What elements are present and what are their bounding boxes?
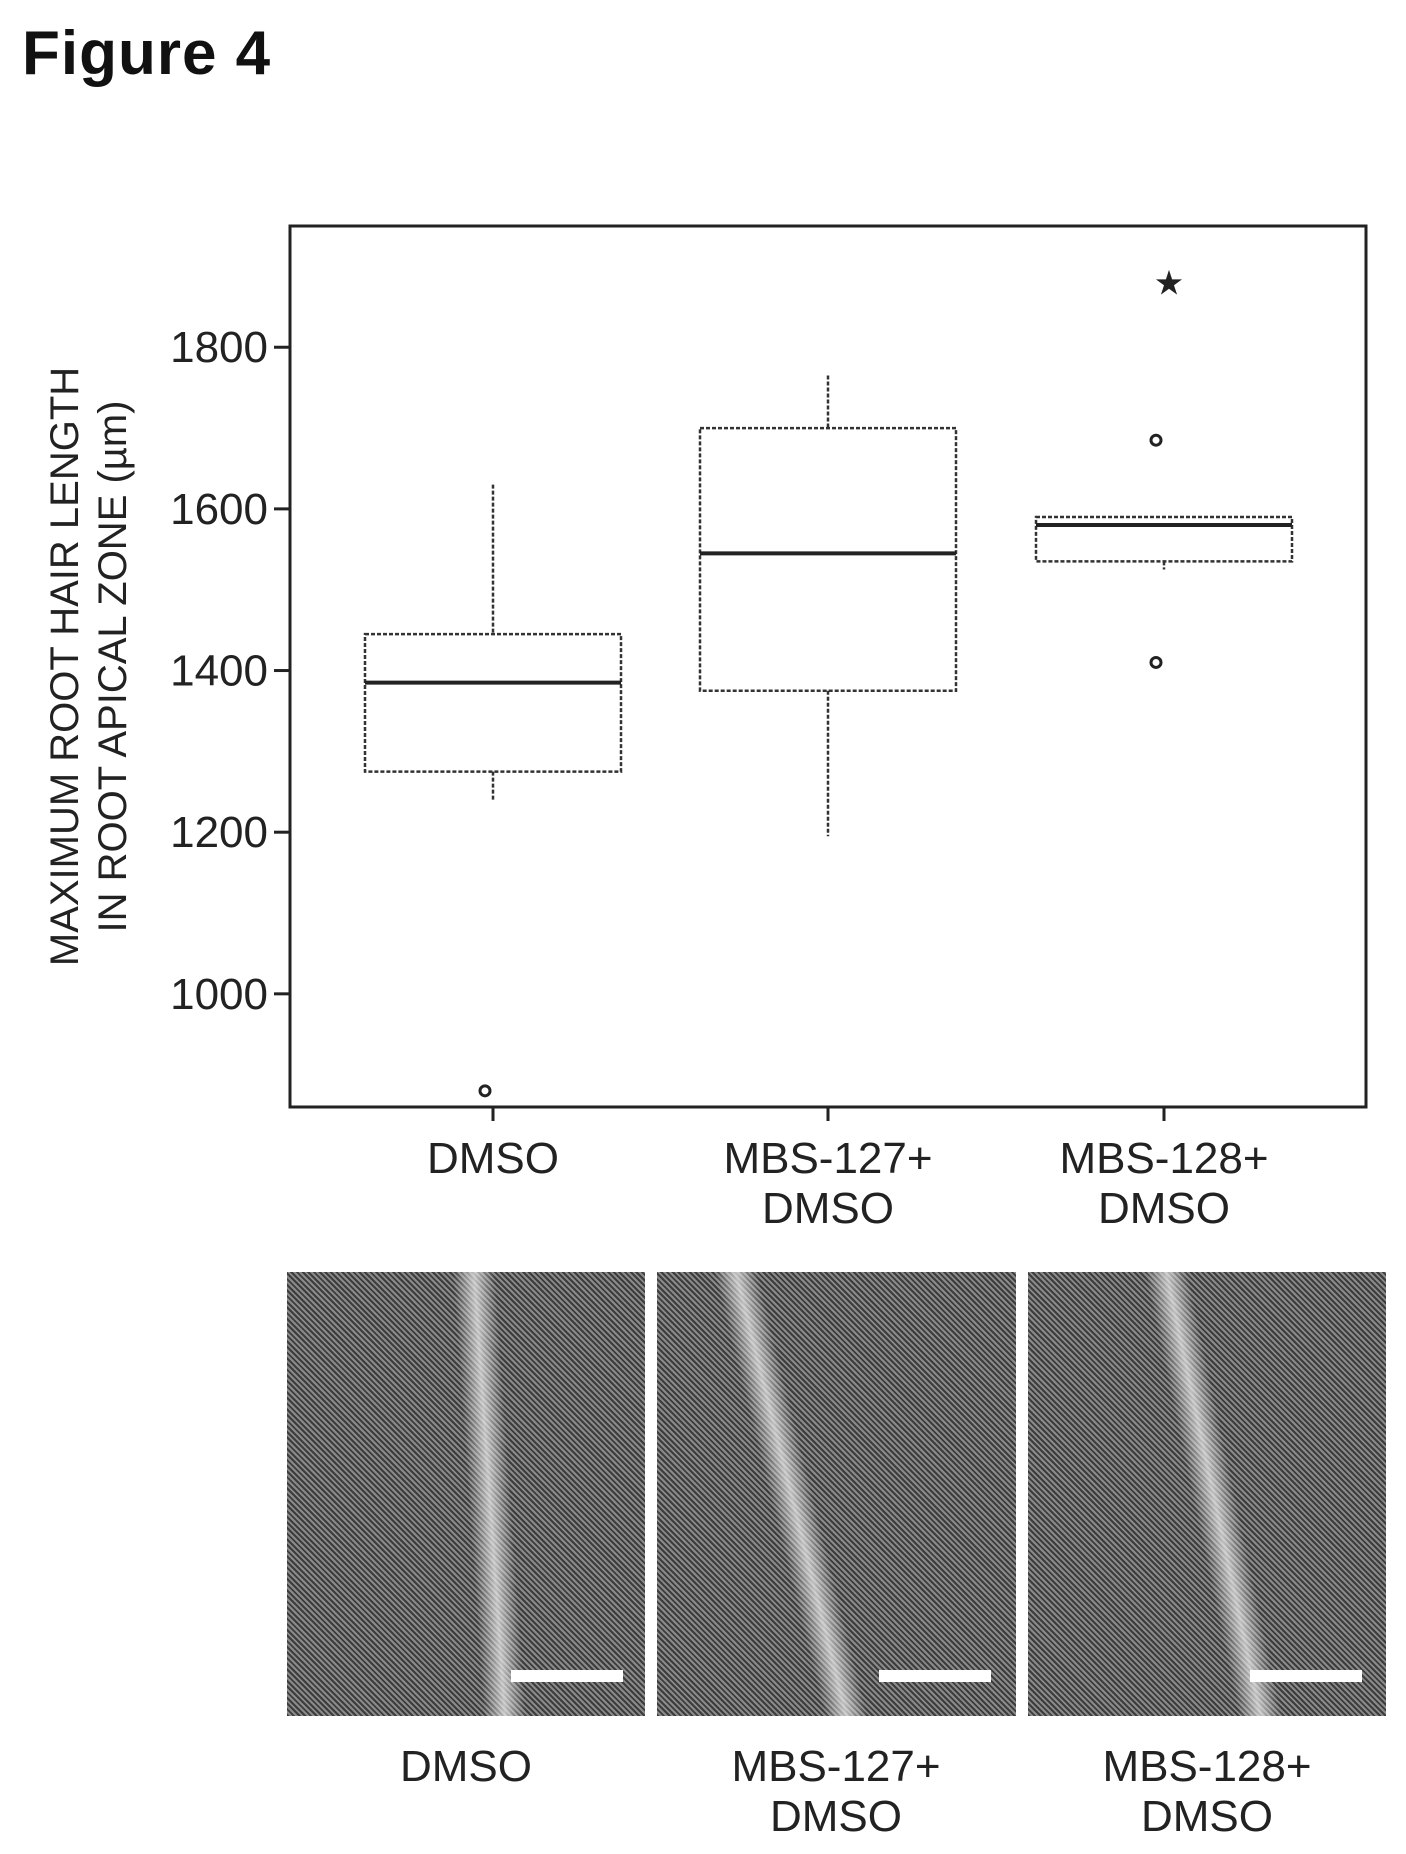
image-caption-line: DMSO	[770, 1792, 902, 1841]
root-image	[450, 1272, 530, 1716]
y-tick-label: 1800	[170, 323, 268, 372]
box-2	[698, 375, 958, 837]
scale-bar	[511, 1670, 623, 1682]
y-axis-label: MAXIMUM ROOT HAIR LENGTH IN ROOT APICAL Z…	[43, 367, 135, 966]
image-caption-mbs127: MBS-127+ DMSO	[686, 1742, 986, 1842]
plot-frame	[288, 224, 1368, 1109]
x-category-label: DMSO	[762, 1184, 894, 1233]
image-caption-line: MBS-127+	[731, 1742, 941, 1791]
image-caption-dmso: DMSO	[316, 1742, 616, 1792]
figure-title: Figure 4	[22, 19, 272, 88]
image-caption-line: DMSO	[400, 1742, 532, 1791]
x-category-label: DMSO	[427, 1134, 559, 1183]
box-3: ★	[1034, 264, 1294, 669]
box-1	[363, 484, 623, 1098]
y-tick-label: 1200	[170, 808, 268, 857]
box-iqr	[698, 426, 958, 692]
y-tick-label: 1600	[170, 485, 268, 534]
image-caption-line: MBS-128+	[1102, 1742, 1312, 1791]
outlier-point	[1149, 655, 1163, 669]
box-iqr	[363, 632, 623, 773]
scale-bar	[879, 1670, 991, 1682]
image-caption-line: DMSO	[1141, 1792, 1273, 1841]
outlier-point	[1149, 433, 1163, 447]
root-image	[1138, 1272, 1292, 1716]
y-axis-label-line: MAXIMUM ROOT HAIR LENGTH	[43, 367, 87, 966]
x-category-label: MBS-128+	[1059, 1134, 1268, 1183]
box-series: ★	[363, 264, 1294, 1098]
micrograph-mbs127	[657, 1272, 1016, 1716]
box-iqr	[1034, 515, 1294, 563]
y-tick-label: 1400	[170, 647, 268, 696]
outlier-star: ★	[1154, 264, 1184, 304]
x-category-label: MBS-127+	[723, 1134, 932, 1183]
scale-bar	[1250, 1670, 1362, 1682]
x-category-label: DMSO	[1098, 1184, 1230, 1233]
y-axis-label-line: IN ROOT APICAL ZONE (µm)	[91, 401, 135, 933]
y-tick-label: 1000	[170, 970, 268, 1019]
micrograph-dmso	[287, 1272, 645, 1716]
root-image	[707, 1272, 879, 1716]
image-caption-mbs128: MBS-128+ DMSO	[1057, 1742, 1357, 1842]
micrograph-mbs128	[1028, 1272, 1386, 1716]
box-plot: MAXIMUM ROOT HAIR LENGTH IN ROOT APICAL Z…	[43, 224, 1368, 1233]
y-axis-ticks: 1000 1200 1400 1600 1800	[170, 323, 290, 1019]
outlier-point	[478, 1084, 492, 1098]
